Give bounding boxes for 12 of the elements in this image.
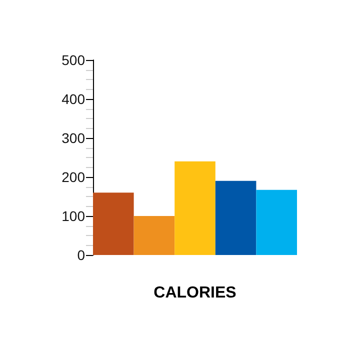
y-tick-label: 0 [77,247,86,263]
bar [215,180,256,255]
y-tick-label: 100 [62,208,86,224]
bar [93,192,134,255]
x-axis-title: CALORIES [154,284,237,302]
y-tick-label: 200 [62,169,86,185]
y-tick-label: 500 [62,52,86,68]
bar [256,190,297,255]
bar [134,216,175,255]
bar [174,161,216,255]
y-tick-label: 400 [62,91,86,107]
y-tick-label: 300 [62,130,86,146]
